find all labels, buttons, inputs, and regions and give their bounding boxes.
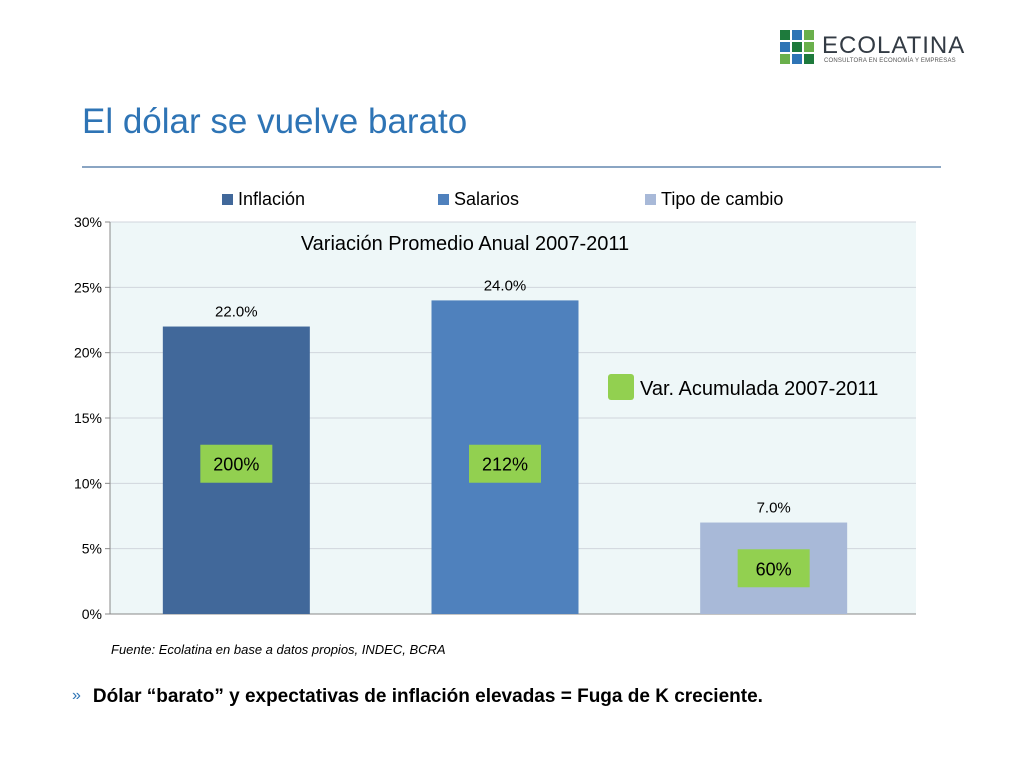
logo-square [780,30,790,40]
y-tick-label: 20% [74,345,102,361]
y-tick-label: 5% [82,541,102,557]
y-tick-label: 30% [74,214,102,230]
accumulated-value: 60% [756,559,792,579]
legend-label: Tipo de cambio [661,189,783,209]
y-tick-label: 0% [82,606,102,622]
accumulated-legend-label: Var. Acumulada 2007-2011 [640,378,878,400]
logo-grid-icon [780,30,816,66]
logo-square [780,42,790,52]
accumulated-box [469,444,541,483]
accumulated-box [200,444,273,483]
bullet-item: » Dólar “barato” y expectativas de inflac… [72,686,763,708]
bar-value-label: 22.0% [215,304,258,321]
logo-square [804,42,814,52]
logo-tagline: CONSULTORA EN ECONOMÍA Y EMPRESAS [824,58,956,64]
bullet-mark: » [72,687,81,704]
y-tick-label: 10% [74,475,102,491]
bullet-text: Dólar “barato” y expectativas de inflaci… [92,686,763,707]
y-tick-label: 15% [74,410,102,426]
source-note: Fuente: Ecolatina en base a datos propio… [111,642,446,657]
logo-square [804,54,814,64]
logo-square [804,30,814,40]
chart-title: Variación Promedio Anual 2007-2011 [301,233,629,255]
logo-square [792,42,802,52]
accumulated-value: 212% [482,455,528,475]
legend-label: Inflación [238,189,305,209]
slide-title: El dólar se vuelve barato [82,102,468,141]
legend-swatch [645,194,656,205]
accumulated-value: 200% [213,455,259,475]
title-divider [82,166,941,168]
bar-value-label: 7.0% [757,500,791,517]
bar-chart: 0% 5% 10% 15% 20% 25% 30% Variación Promedio An… [74,189,916,622]
ecolatina-logo: ECOLATINA CONSULTORA EN ECONOMÍA Y EMPRE… [780,30,990,70]
logo-square [792,30,802,40]
y-tick-label: 25% [74,279,102,295]
legend-swatch [222,194,233,205]
logo-square [780,54,790,64]
legend-swatch [438,194,449,205]
bar-value-label: 24.0% [484,277,527,294]
logo-name: ECOLATINA [822,32,966,59]
logo-square [792,54,802,64]
accumulated-box [737,549,810,588]
accumulated-legend-swatch [608,374,634,400]
legend-label: Salarios [454,189,519,209]
